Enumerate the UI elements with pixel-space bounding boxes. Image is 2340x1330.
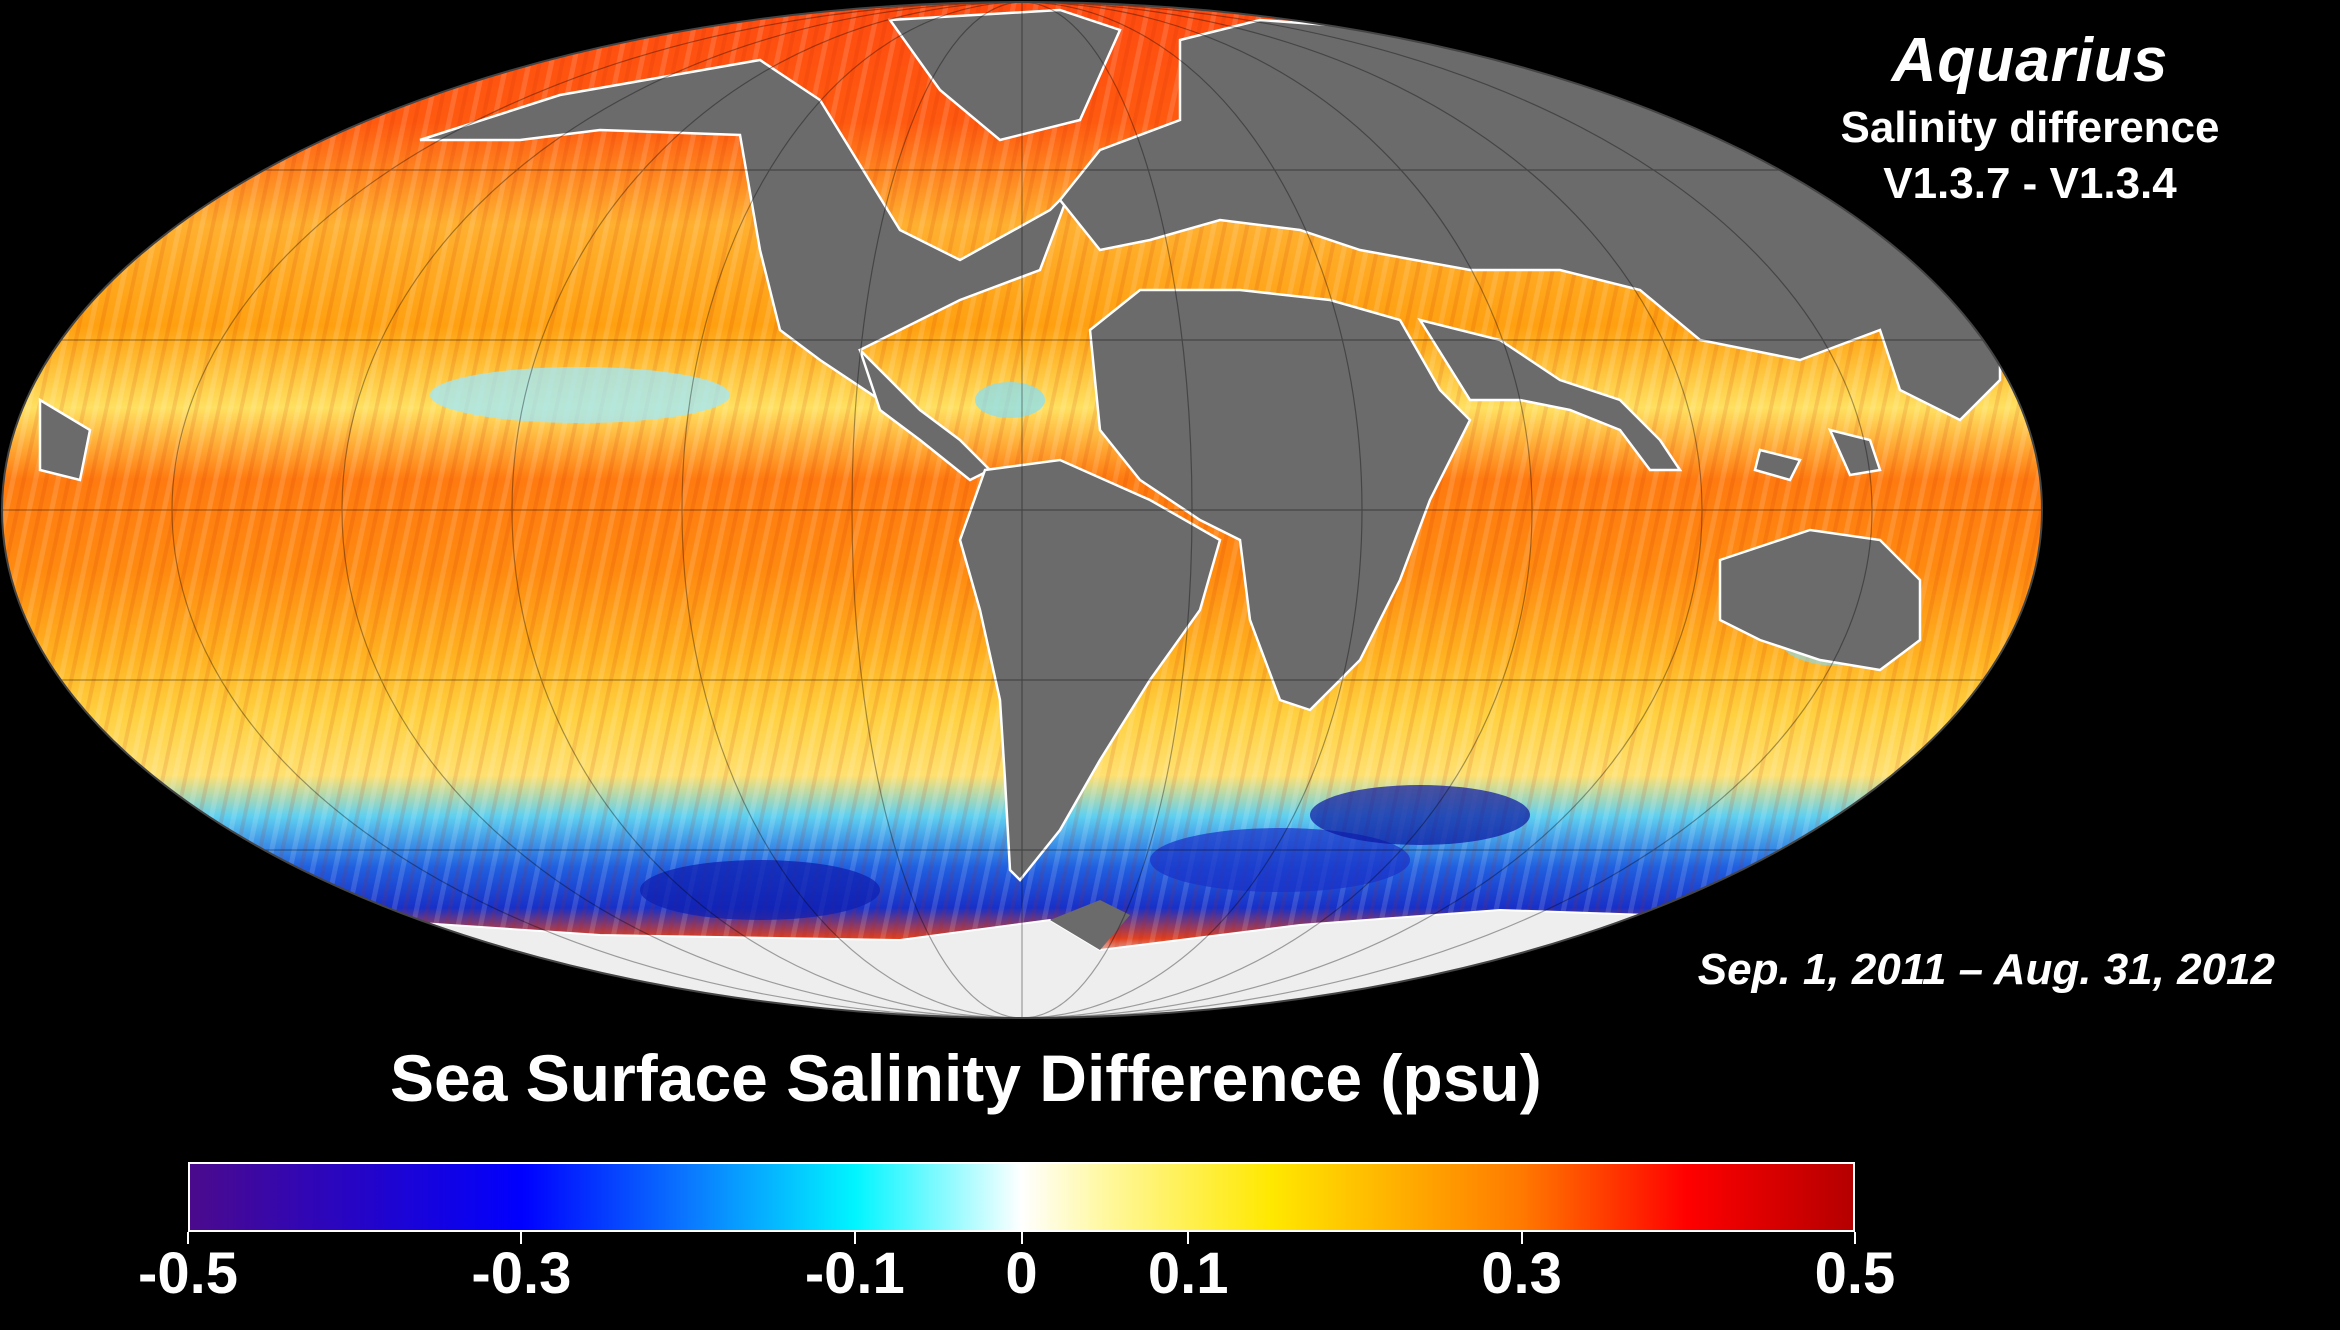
- graticule: [0, 0, 2050, 1020]
- title-block: Aquarius Salinity difference V1.3.7 - V1…: [1790, 22, 2270, 212]
- mission-title: Aquarius: [1891, 26, 2169, 95]
- colorbar-tick-mark: [520, 1232, 523, 1244]
- mollweide-map: [0, 0, 2050, 1020]
- colorbar-title: Sea Surface Salinity Difference (psu): [390, 1041, 1542, 1115]
- colorbar-tick-label: -0.1: [804, 1241, 905, 1306]
- subtitle-line-2: V1.3.7 - V1.3.4: [1883, 159, 2177, 208]
- colorbar: [188, 1162, 1855, 1232]
- southern-ocean-negative-1: [640, 860, 880, 920]
- colorbar-tick-label: -0.5: [138, 1241, 238, 1306]
- southern-ocean-negative-2: [1150, 828, 1410, 892]
- salinity-map: [0, 0, 2050, 1020]
- colorbar-tick-mark: [1020, 1232, 1023, 1244]
- caribbean-negative-patch: [975, 382, 1045, 418]
- colorbar-tick-mark: [853, 1232, 856, 1244]
- southern-ocean-negative-3: [1310, 785, 1530, 845]
- colorbar-tick-label: 0.5: [1814, 1241, 1896, 1306]
- subtitle-line-1: Salinity difference: [1840, 103, 2220, 152]
- antarctic-peninsula: [1050, 900, 1130, 950]
- colorbar-tick-label: 0.3: [1481, 1241, 1562, 1306]
- colorbar-tick-label: 0.1: [1147, 1241, 1229, 1306]
- colorbar-tick-mark: [1854, 1232, 1856, 1244]
- pacific-negative-band: [430, 367, 730, 423]
- colorbar-tick-mark: [1520, 1232, 1523, 1244]
- colorbar-tick-mark: [187, 1232, 189, 1244]
- date-range: Sep. 1, 2011 – Aug. 31, 2012: [1697, 945, 2275, 994]
- colorbar-tick-label: -0.3: [471, 1241, 572, 1306]
- colorbar-tick-mark: [1187, 1232, 1190, 1244]
- map-outline: [1, 1, 2043, 1019]
- colorbar-tick-label: 0: [1005, 1241, 1038, 1306]
